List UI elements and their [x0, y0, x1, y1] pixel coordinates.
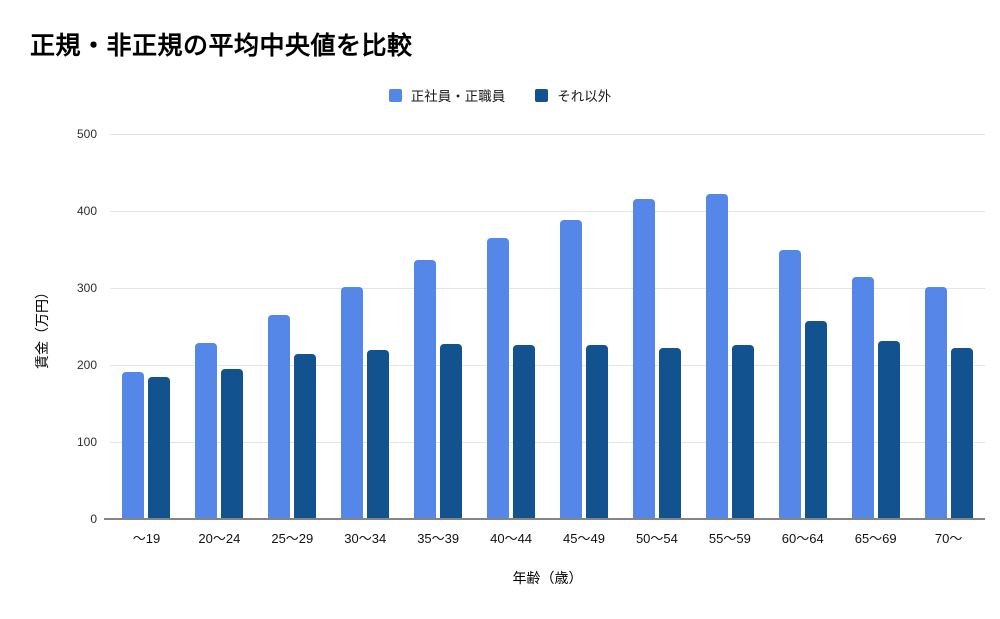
gridline	[110, 442, 985, 443]
bar	[559, 220, 582, 519]
legend-swatch	[535, 88, 549, 102]
x-axis-title: 年齢（歳）	[512, 570, 583, 586]
bar	[924, 287, 947, 519]
y-axis-tick-labels: 0 100 200 300 400 500	[0, 127, 97, 526]
y-tick-label: 200	[76, 358, 97, 372]
x-tick-label: ～19	[132, 531, 161, 546]
bar-group	[475, 134, 548, 519]
bar	[950, 348, 973, 519]
x-tick-label: 60～64	[781, 531, 824, 546]
y-tick-label: 300	[76, 281, 97, 295]
bar	[731, 344, 754, 519]
bar	[195, 343, 218, 519]
legend-label: 正社員・正職員	[410, 89, 506, 104]
y-tick-label: 400	[76, 204, 97, 218]
bar	[778, 250, 801, 519]
x-tick-label: 35～39	[417, 531, 460, 546]
bar	[851, 277, 874, 519]
bar	[414, 259, 437, 519]
x-tick-label: 70～	[934, 531, 963, 546]
gridline	[110, 288, 985, 289]
bar-group	[839, 134, 912, 519]
x-axis-tick-labels: ～19 20～24 25～29 30～34 35～39 40～44 45～49 50～54 55…	[110, 528, 985, 547]
bar	[585, 344, 608, 519]
bar	[221, 368, 244, 519]
bar	[268, 314, 291, 519]
y-tick-label: 0	[90, 512, 97, 526]
legend-item: それ以外	[535, 85, 611, 105]
bar	[632, 198, 655, 519]
x-tick-label: 30～34	[344, 531, 387, 546]
plot-area	[104, 134, 985, 520]
x-tick-label: 50～54	[635, 531, 678, 546]
bar-group	[110, 134, 183, 519]
gridline	[110, 365, 985, 366]
chart-legend: 正社員・正職員 それ以外	[0, 85, 1000, 105]
bar-group	[766, 134, 839, 519]
x-axis-line	[104, 518, 985, 520]
x-tick-label: 45～49	[563, 531, 605, 546]
bar-group	[329, 134, 402, 519]
chart-title: 正規・非正規の平均中央値を比較	[30, 32, 413, 60]
bar	[440, 344, 463, 519]
bar	[122, 371, 145, 519]
y-tick-label: 100	[76, 435, 97, 449]
bar-group	[548, 134, 621, 519]
gridline	[110, 211, 985, 212]
x-tick-label: 25～29	[271, 531, 314, 546]
bar	[877, 341, 900, 519]
x-tick-label: 40～44	[490, 531, 533, 546]
bar-group	[256, 134, 329, 519]
bar	[294, 354, 317, 519]
bar	[487, 237, 510, 519]
legend-item: 正社員・正職員	[388, 85, 506, 105]
gridline	[110, 134, 985, 135]
bar-group	[620, 134, 693, 519]
bar	[705, 194, 728, 519]
bar	[341, 287, 364, 519]
x-tick-label: 65～69	[854, 531, 897, 546]
x-tick-label: 55～59	[708, 531, 751, 546]
legend-swatch	[388, 88, 402, 102]
x-tick-label: 20～24	[198, 531, 241, 546]
bar	[513, 344, 536, 519]
legend-label: それ以外	[557, 89, 612, 104]
bar-group	[912, 134, 985, 519]
bar-group	[402, 134, 475, 519]
bar	[804, 321, 827, 519]
bar	[148, 377, 171, 519]
bar	[367, 350, 390, 519]
bar-group	[183, 134, 256, 519]
bar-groups	[110, 134, 985, 519]
bar-group	[693, 134, 766, 519]
bar	[658, 348, 681, 519]
y-tick-label: 500	[76, 127, 97, 141]
